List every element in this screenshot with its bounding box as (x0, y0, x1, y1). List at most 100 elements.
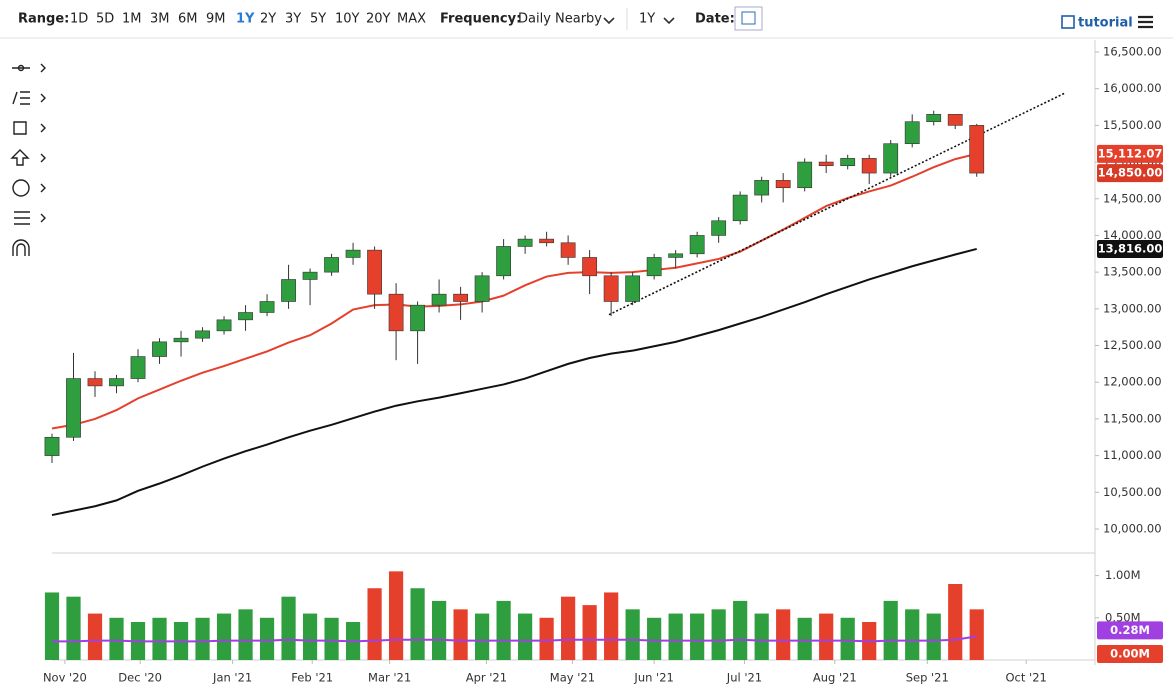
volume-bar (647, 617, 662, 660)
range-button[interactable]: 1D (70, 12, 88, 27)
x-tick-label: Jul '21 (726, 671, 762, 685)
range-button[interactable]: 20Y (366, 12, 391, 27)
candle-body (410, 304, 425, 332)
candle-body (818, 161, 834, 167)
annotation-tool[interactable] (12, 179, 30, 197)
volume-bar (453, 609, 468, 660)
volume-bar (216, 613, 232, 660)
tutorial-link[interactable]: tutorial (1078, 16, 1133, 31)
line-tool[interactable] (12, 63, 46, 73)
volume-average (52, 635, 977, 643)
candle-body (517, 238, 533, 247)
x-tick-label: Oct '21 (1006, 671, 1047, 685)
volume-bar (281, 596, 296, 660)
range-button[interactable]: 5D (96, 12, 114, 27)
price-tag-label: 0.28M (1110, 623, 1150, 637)
dropdown-arrow (663, 17, 675, 25)
y-tick-label: 11,500.00 (1103, 411, 1162, 425)
candle-body (238, 312, 253, 321)
dropdown-arrow (603, 17, 615, 25)
range-button[interactable]: 9M (206, 12, 226, 27)
candle-body (926, 114, 942, 122)
volume-bar (625, 609, 640, 660)
magnet-tool[interactable] (12, 239, 30, 256)
candle-body (109, 378, 124, 387)
price-tag-label: 14,850.00 (1098, 166, 1163, 180)
candle-body (732, 194, 748, 222)
price-tag-label: 0.00M (1110, 647, 1150, 661)
price-tag (1097, 144, 1163, 163)
candle-body (625, 275, 641, 302)
date-label: Date: (695, 12, 735, 27)
candle-body (797, 161, 813, 189)
volume-bar (195, 617, 210, 660)
candle-body (173, 337, 189, 343)
volume-bar (926, 613, 941, 660)
range-button[interactable]: 3M (150, 12, 170, 27)
price-tag-label: 15,112.07 (1098, 146, 1163, 160)
volume-bar (690, 613, 705, 660)
range-button[interactable]: MAX (397, 12, 426, 27)
tutorial-icon (1061, 15, 1075, 29)
line-tool-dot (17, 64, 25, 72)
x-tick-label: Aug '21 (813, 671, 857, 685)
candle-body (582, 257, 598, 277)
trendline (608, 92, 1066, 316)
candle-body (539, 238, 555, 244)
plot: 10,000.00 10,500.00 11,000.00 11,500.00 12,0… (43, 44, 1163, 685)
shape-tool[interactable] (13, 121, 46, 135)
frame (52, 40, 1096, 665)
candle-body (560, 242, 576, 258)
x-tick-label: Feb '21 (291, 671, 333, 685)
volume-bar (797, 617, 812, 660)
volume-bar (152, 617, 167, 660)
measure-tool[interactable] (14, 211, 46, 225)
volume-bar (518, 613, 533, 660)
volume-bar (238, 609, 253, 660)
range-buttons: 1D 5D 1M 3M 6M 9M 1Y 2Y 3Y 5Y 10Y 20Y MAX (70, 12, 426, 27)
range-button[interactable]: 2Y (260, 12, 276, 27)
volume-bar (969, 609, 984, 660)
volume-bar (776, 609, 791, 660)
y-tick-label: 14,000.00 (1103, 228, 1162, 242)
range-button[interactable]: 10Y (335, 12, 360, 27)
candle-body (754, 180, 770, 196)
range-label: Range: (18, 12, 69, 27)
range-button[interactable]: 6M (178, 12, 198, 27)
volume-bar (668, 613, 683, 660)
y-tick-label: 14,500.00 (1103, 191, 1162, 205)
y-tick-label: 16,500.00 (1103, 44, 1162, 58)
range-button[interactable]: 1Y (236, 12, 255, 27)
volume-bar (324, 617, 339, 660)
calendar-icon (741, 11, 756, 25)
price-tag (1097, 645, 1163, 663)
arrow-tool[interactable] (10, 149, 46, 166)
y-tick-label: 12,000.00 (1103, 375, 1162, 389)
range-button[interactable]: 1M (122, 12, 142, 27)
date-button[interactable] (734, 6, 763, 31)
candle-body (840, 158, 856, 167)
frequency-select[interactable]: Daily Nearby (518, 12, 602, 27)
menu-icon[interactable] (1138, 15, 1153, 29)
fib-tool[interactable] (12, 91, 46, 105)
candle-body (302, 271, 318, 280)
volume-bar (883, 600, 898, 660)
volume-bar (259, 617, 275, 660)
volume-bar (754, 613, 769, 660)
y-tick-label: 0.50M (1105, 610, 1141, 624)
x-tick-label: Jan '21 (212, 671, 252, 685)
range-button[interactable]: 5Y (310, 12, 326, 27)
candle-body (775, 180, 791, 189)
volume-bar (66, 596, 81, 660)
volume-bar (905, 609, 920, 660)
candle-body (66, 378, 81, 438)
moving-average (51, 247, 977, 517)
range-button[interactable]: 3Y (285, 12, 301, 27)
volume-bar (109, 617, 124, 660)
candle-body (969, 125, 985, 174)
period-select[interactable]: 1Y (639, 12, 655, 27)
candle-body (496, 246, 512, 277)
price-tag (1097, 164, 1163, 183)
price-tag-label: 13,816.00 (1098, 241, 1163, 255)
